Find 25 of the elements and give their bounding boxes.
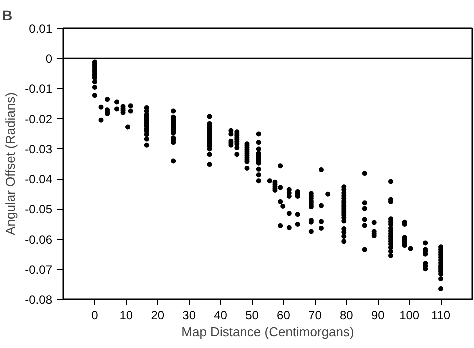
y-tick-label: 0.01 — [29, 22, 53, 36]
x-tick-label: 90 — [371, 308, 386, 322]
x-axis-title: Map Distance (Centimorgans) — [182, 324, 354, 340]
x-tick-label: 20 — [151, 308, 165, 322]
x-tick-label: 70 — [308, 308, 322, 322]
y-tick-label: -0.07 — [25, 262, 53, 277]
x-tick-label: 40 — [214, 308, 228, 322]
x-tick-label: 80 — [340, 308, 354, 322]
x-tick-label: 50 — [246, 308, 260, 322]
x-tick-label: 110 — [431, 308, 451, 322]
y-tick-label: -0.02 — [25, 112, 53, 126]
x-tick-label: 30 — [182, 308, 196, 322]
y-tick-label: -0.04 — [25, 172, 53, 187]
y-tick-label: -0.05 — [25, 202, 53, 217]
x-tick-label: 10 — [120, 308, 134, 322]
text: B — [2, 8, 13, 24]
y-tick-label: -0.08 — [25, 293, 53, 307]
x-tick-label: 60 — [277, 308, 291, 322]
y-axis-title: Angular Offset (Radians) — [3, 92, 18, 236]
x-tick-label: 0 — [92, 308, 99, 322]
y-tick-label: -0.03 — [25, 142, 53, 156]
y-tick-label: 0 — [46, 52, 53, 66]
x-tick-label: 100 — [400, 308, 420, 322]
y-tick-label: -0.06 — [25, 232, 53, 247]
y-tick-label: -0.01 — [25, 82, 53, 96]
